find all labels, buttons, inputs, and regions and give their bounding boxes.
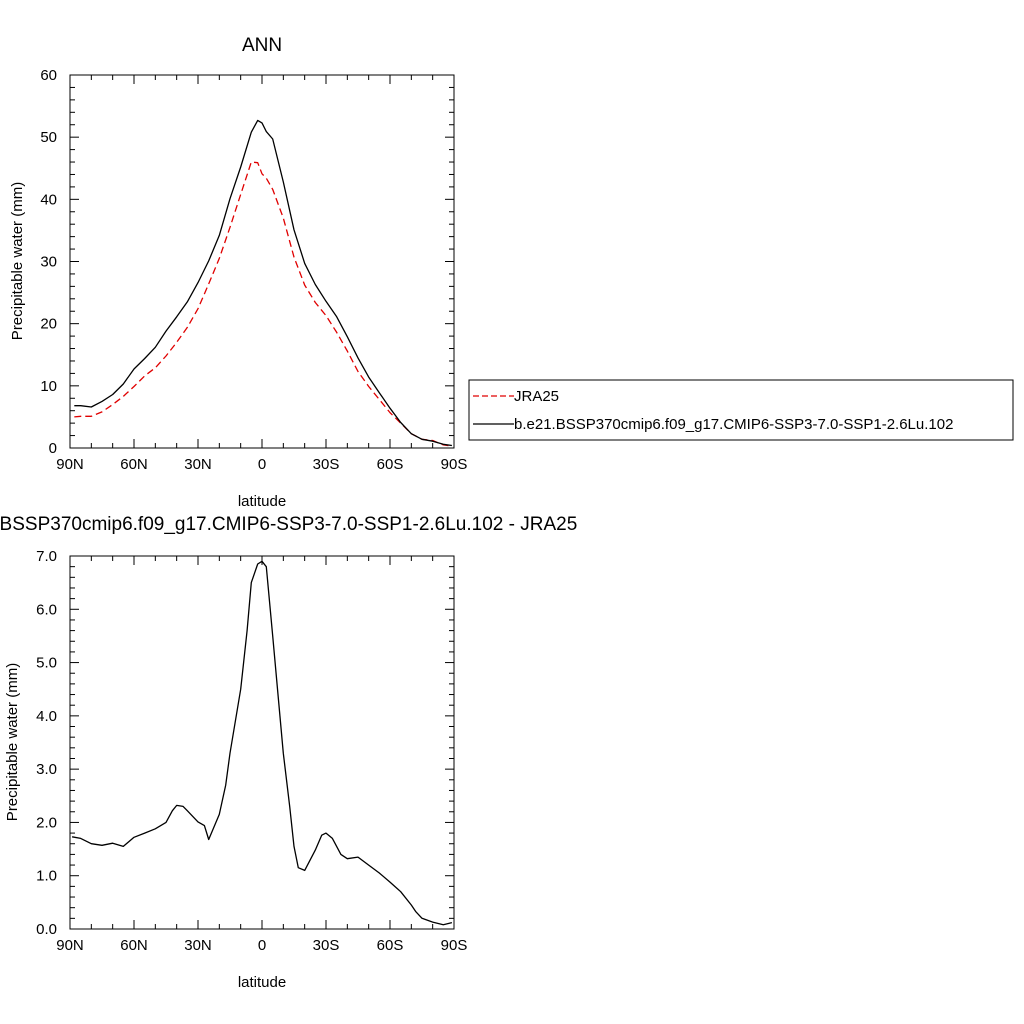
top-x-tick-label: 0 bbox=[258, 456, 266, 473]
top-x-tick-label: 60N bbox=[120, 456, 148, 473]
bottom-y-tick-label: 3.0 bbox=[36, 761, 57, 778]
top-y-tick-label: 40 bbox=[40, 191, 57, 208]
top-y-tick-label: 0 bbox=[49, 440, 57, 457]
top-x-tick-label: 30S bbox=[313, 456, 340, 473]
legend-frame bbox=[468, 379, 1014, 441]
bottom-series-group bbox=[71, 560, 453, 926]
top-panel: ANN 90N 60N 30N 0 30S 60S 90S 0 10 20 30 40 50 60 lat… bbox=[9, 35, 467, 510]
top-series-line-jra25 bbox=[74, 161, 452, 447]
top-x-tick-label: 90N bbox=[56, 456, 84, 473]
top-series-group bbox=[74, 119, 452, 447]
bottom-plot-frame bbox=[69, 555, 455, 930]
bottom-y-tick-label: 1.0 bbox=[36, 868, 57, 885]
legend-label-jra25: JRA25 bbox=[514, 388, 559, 405]
bottom-x-tick-label: 60N bbox=[120, 937, 148, 954]
top-chart-title: ANN bbox=[242, 35, 282, 56]
top-x-tick-label: 60S bbox=[377, 456, 404, 473]
top-y-tick-label: 10 bbox=[40, 378, 57, 395]
bottom-series-line-model bbox=[71, 560, 453, 926]
top-series-line-model bbox=[74, 119, 452, 447]
bottom-y-tick-label: 5.0 bbox=[36, 655, 57, 672]
bottom-x-tick-label: 60S bbox=[377, 937, 404, 954]
top-y-tick-label: 20 bbox=[40, 316, 57, 333]
top-y-tick-label: 50 bbox=[40, 129, 57, 146]
bottom-x-tick-label: 30S bbox=[313, 937, 340, 954]
top-y-tick-label: 30 bbox=[40, 254, 57, 271]
top-y-axis-label: Precipitable water (mm) bbox=[9, 182, 26, 340]
top-axis-ticks: 90N 60N 30N 0 30S 60S 90S 0 10 20 30 40 50 60 bbox=[40, 67, 467, 473]
bottom-panel: b.e21.BSSP370cmip6.f09_g17.CMIP6-SSP3-7.… bbox=[0, 514, 577, 991]
bottom-x-axis-label: latitude bbox=[238, 974, 286, 991]
bottom-x-tick-label: 90N bbox=[56, 937, 84, 954]
legend-label-model: b.e21.BSSP370cmip6.f09_g17.CMIP6-SSP3-7.… bbox=[514, 416, 953, 433]
bottom-y-tick-label: 0.0 bbox=[36, 921, 57, 938]
bottom-axis-ticks: 90N 60N 30N 0 30S 60S 90S 0.0 1.0 2.0 3.0 4.0 5.0 6.0… bbox=[36, 548, 467, 954]
top-x-tick-label: 90S bbox=[441, 456, 468, 473]
bottom-y-tick-label: 2.0 bbox=[36, 814, 57, 831]
top-x-axis-label: latitude bbox=[238, 493, 286, 510]
top-y-tick-label: 60 bbox=[40, 67, 57, 84]
legend: JRA25 b.e21.BSSP370cmip6.f09_g17.CMIP6-S… bbox=[468, 379, 1014, 441]
bottom-x-tick-label: 30N bbox=[184, 937, 212, 954]
bottom-y-tick-label: 4.0 bbox=[36, 708, 57, 725]
bottom-x-tick-label: 0 bbox=[258, 937, 266, 954]
bottom-x-tick-label: 90S bbox=[441, 937, 468, 954]
bottom-y-tick-label: 6.0 bbox=[36, 601, 57, 618]
bottom-y-tick-label: 7.0 bbox=[36, 548, 57, 565]
bottom-chart-title: b.e21.BSSP370cmip6.f09_g17.CMIP6-SSP3-7.… bbox=[0, 514, 577, 535]
top-x-tick-label: 30N bbox=[184, 456, 212, 473]
bottom-y-axis-label: Precipitable water (mm) bbox=[4, 663, 21, 821]
